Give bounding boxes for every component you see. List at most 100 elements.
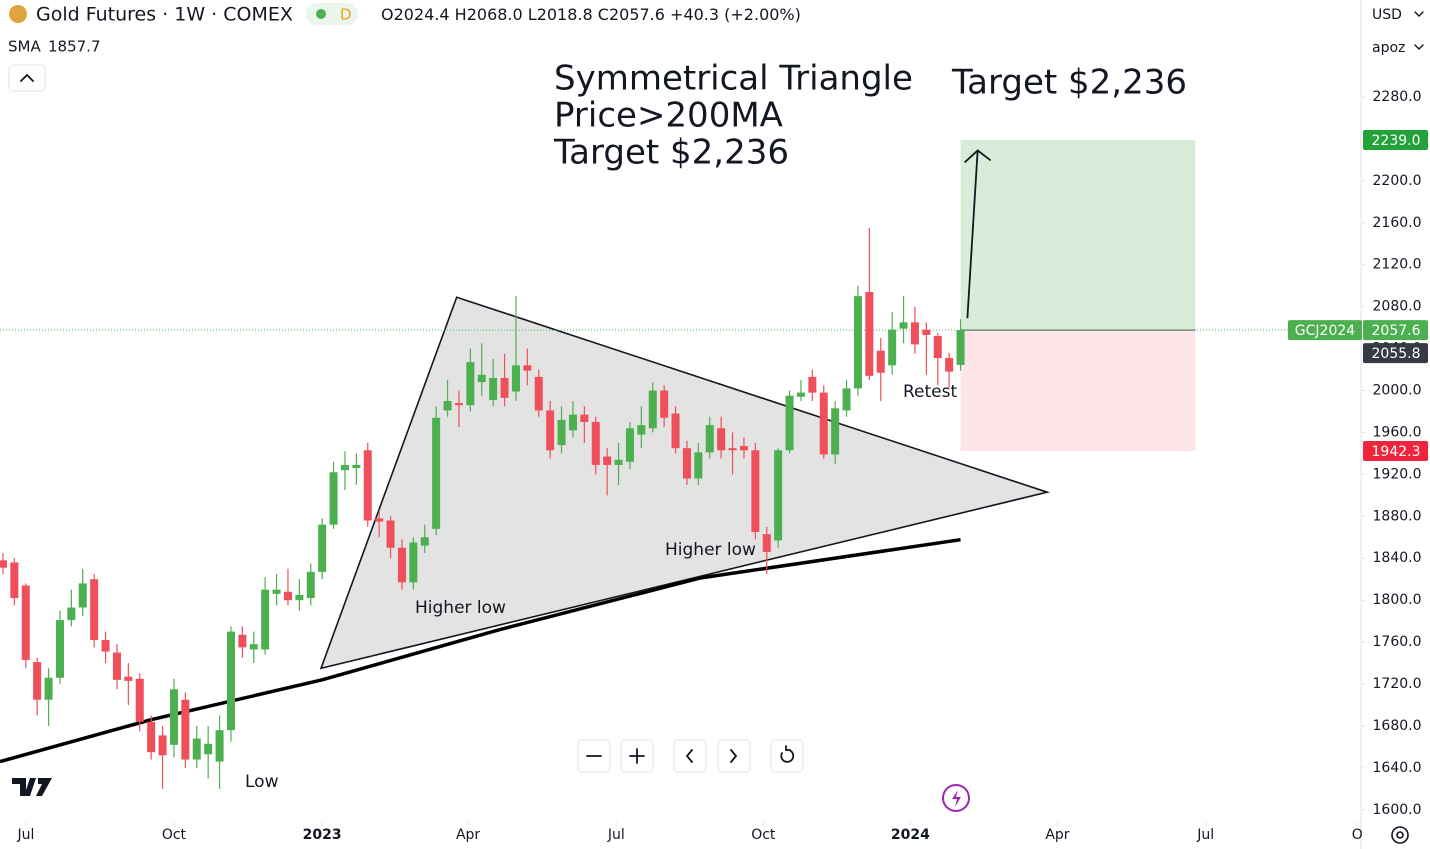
candle-body <box>124 676 133 681</box>
right-icon <box>730 749 738 763</box>
symbol-logo <box>9 5 27 23</box>
candle-body <box>397 547 406 583</box>
candle-body <box>10 562 19 599</box>
y-tick-label: 1840.0 <box>1373 550 1422 566</box>
candle-body <box>101 640 110 652</box>
x-tick-label: Apr <box>1045 827 1069 843</box>
plot-area <box>0 139 1360 789</box>
candle-body <box>375 518 384 522</box>
y-tick-label: 2120.0 <box>1373 257 1422 273</box>
annotation: Symmetrical Triangle <box>554 59 913 99</box>
bolt-icon <box>952 790 961 807</box>
scale-menu[interactable]: apoz <box>1372 40 1405 56</box>
candle-body <box>534 376 543 411</box>
candle-body <box>910 322 919 345</box>
x-tick-label: Apr <box>456 827 480 843</box>
candle-body <box>215 730 224 762</box>
candle-body <box>420 537 429 546</box>
candle-body <box>226 631 235 731</box>
annotation: Target $2,236 <box>553 133 789 173</box>
candle-body <box>352 464 361 469</box>
settings-button[interactable] <box>1391 826 1409 844</box>
candle-body <box>295 594 304 601</box>
annotation: Low <box>245 772 279 792</box>
symbol-label: GCJ2024 <box>1295 323 1355 339</box>
tv-logo <box>12 778 52 796</box>
candle-body <box>67 607 76 621</box>
currency[interactable]: USD <box>1372 7 1402 23</box>
collapse-button[interactable] <box>8 64 46 92</box>
arrow-head <box>964 149 992 164</box>
y-tick-label: 2080.0 <box>1373 299 1422 315</box>
x-tick-label: 2023 <box>303 827 342 843</box>
annotation: Target $2,236 <box>951 63 1187 103</box>
plus-icon <box>629 748 645 764</box>
candle-body <box>466 362 475 406</box>
candle-body <box>876 350 885 373</box>
candle-body <box>922 329 931 335</box>
y-tick-label: 1920.0 <box>1373 466 1422 482</box>
reset[interactable] <box>770 739 804 773</box>
scroll-left[interactable] <box>673 739 707 773</box>
candle-body <box>671 413 680 449</box>
candle-body <box>90 579 99 641</box>
ohlc-close: C2057.6 <box>598 5 665 24</box>
scroll-right[interactable] <box>717 739 751 773</box>
settings-icon <box>1396 831 1404 839</box>
candle-body <box>546 410 555 451</box>
collapse-icon <box>20 73 34 82</box>
price-label: 2239.0 <box>1372 133 1421 149</box>
reset-icon <box>780 745 795 763</box>
candle-body <box>956 330 965 365</box>
candle-body <box>660 390 669 418</box>
annotation: Retest <box>903 382 957 402</box>
price-label: 1942.3 <box>1372 444 1421 460</box>
candle-body <box>204 743 213 755</box>
candle-body <box>819 392 828 455</box>
candle-body <box>762 534 771 552</box>
candle-body <box>55 620 64 678</box>
price-label: 2055.8 <box>1372 346 1421 362</box>
currency-caret <box>1414 11 1424 17</box>
ohlc-high: H2068.0 <box>455 5 523 24</box>
annotation: Higher low <box>665 540 756 560</box>
candle-body <box>625 428 634 462</box>
scale-caret <box>1414 44 1424 50</box>
x-tick-label: Oct <box>162 827 187 843</box>
candle-body <box>899 322 908 329</box>
candle-body <box>717 428 726 451</box>
candle-body <box>694 452 703 479</box>
x-tick-label: 2024 <box>891 827 930 843</box>
candle-body <box>306 571 315 599</box>
candle-body <box>580 414 589 422</box>
ohlc-change: +40.3 (+2.00%) <box>670 5 801 24</box>
y-tick-label: 1960.0 <box>1373 424 1422 440</box>
candle-body <box>21 585 30 660</box>
y-tick-label: 1600.0 <box>1373 802 1422 818</box>
stop-zone <box>960 330 1196 451</box>
annotation: Higher low <box>415 598 506 618</box>
annotation: Price>200MA <box>554 96 783 136</box>
candle-body <box>785 395 794 451</box>
x-tick-label: Jul <box>607 827 625 843</box>
candle-body <box>637 425 646 435</box>
candle-body <box>283 591 292 601</box>
target-arrow <box>966 150 979 319</box>
candle-body <box>432 417 441 529</box>
candle-body <box>169 689 178 745</box>
candle-body <box>831 408 840 455</box>
candle-body <box>454 403 463 406</box>
candle-body <box>945 358 954 372</box>
candle-body <box>363 450 372 521</box>
candle-body <box>272 589 281 594</box>
candle-body <box>853 296 862 389</box>
candle-body <box>147 721 156 753</box>
bolt-button[interactable] <box>942 784 970 812</box>
candle-body <box>489 377 498 400</box>
x-tick-label: Oct <box>751 827 776 843</box>
left-icon <box>685 749 693 763</box>
y-tick-label: 1720.0 <box>1373 676 1422 692</box>
candle-body <box>318 524 327 572</box>
indicator-name: SMA <box>8 38 41 56</box>
candle-body <box>261 589 270 650</box>
